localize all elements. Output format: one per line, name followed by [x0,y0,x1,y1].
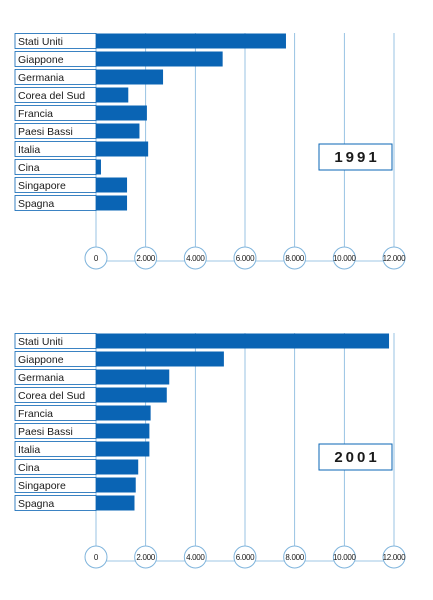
tick-label: 4.000 [186,553,205,562]
bar [96,423,150,439]
category-label: Singapore [18,480,66,492]
chart-1991: Stati Uniti Giappone Germania Corea del Sud… [14,33,407,270]
category-label: Cina [18,462,40,474]
bar [96,87,129,103]
tick-circle [183,545,207,569]
tick-label: 2.000 [136,553,155,562]
category-label: Germania [18,372,64,384]
bar [96,459,139,475]
tick-label: 0 [94,553,99,562]
bar [96,369,170,385]
tick-label: 10.000 [333,553,357,562]
tick-circle [134,246,158,270]
tick-circle [332,246,356,270]
tick-circle [134,545,158,569]
tick-label: 0 [94,254,99,263]
category-label: Paesi Bassi [18,426,73,438]
tick-circle [84,246,108,270]
bar [96,177,128,193]
tick-circle [233,545,257,569]
bar [96,159,101,175]
tick-label: 8.000 [285,553,304,562]
tick-circle [84,545,108,569]
bar [96,333,390,349]
year-label: 1991 [334,149,379,166]
category-label: Italia [18,144,40,156]
bar [96,441,150,457]
bar [96,69,164,85]
tick-label: 12.000 [383,553,407,562]
category-label: Cina [18,162,40,174]
category-label: Germania [18,72,64,84]
tick-circle [283,246,307,270]
tick-circle [382,545,406,569]
bar [96,51,223,67]
chart-2001: Stati Uniti Giappone Germania Corea del Sud… [14,333,407,569]
category-label: Francia [18,408,53,420]
category-label: Giappone [18,354,64,366]
tick-label: 8.000 [285,254,304,263]
bar [96,495,135,511]
year-label: 2001 [334,449,379,466]
tick-label: 4.000 [186,254,205,263]
bar [96,33,286,49]
tick-circle [283,545,307,569]
year-box [318,143,393,171]
category-label: Francia [18,108,53,120]
tick-circle [183,246,207,270]
bar [96,195,128,211]
category-label: Stati Uniti [18,336,63,348]
tick-circle [382,246,406,270]
bar [96,351,224,367]
bar [96,141,149,157]
category-label: Stati Uniti [18,36,63,48]
tick-circle [233,246,257,270]
bar [96,405,151,421]
category-label: Italia [18,444,40,456]
tick-label: 10.000 [333,254,357,263]
tick-label: 12.000 [383,254,407,263]
category-label: Giappone [18,54,64,66]
tick-circle [332,545,356,569]
tick-label: 6.000 [236,553,255,562]
bar [96,123,140,139]
bar [96,477,136,493]
category-label: Singapore [18,180,66,192]
category-label: Spagna [18,198,54,210]
tick-label: 2.000 [136,254,155,263]
category-label: Corea del Sud [18,390,85,402]
bar [96,105,147,121]
year-box [318,443,393,471]
tick-label: 6.000 [236,254,255,263]
category-label: Paesi Bassi [18,126,73,138]
category-label: Spagna [18,498,54,510]
bar [96,387,167,403]
category-label: Corea del Sud [18,90,85,102]
